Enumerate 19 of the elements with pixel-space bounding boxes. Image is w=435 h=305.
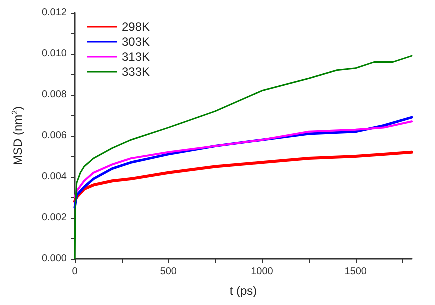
x-axis-title: t (ps)	[230, 284, 258, 298]
x-tick-label: 0	[72, 266, 78, 278]
y-tick-label: 0.002	[42, 212, 68, 224]
line-series	[74, 150, 414, 204]
y-tick-label: 0.010	[42, 48, 68, 60]
y-tick-label: 0.006	[42, 130, 68, 142]
y-axis-title: MSD (nm2)	[10, 106, 25, 166]
legend-label: 303K	[122, 35, 150, 49]
y-tick-label: 0.012	[42, 8, 68, 18]
legend-label: 298K	[122, 20, 150, 34]
x-tick-label: 1500	[344, 266, 368, 278]
y-tick-label: 0.008	[42, 90, 68, 100]
legend-label: 313K	[122, 50, 150, 64]
legend-label: 333K	[122, 65, 150, 79]
y-tick-label: 0.004	[42, 172, 68, 182]
x-tick-label: 500	[160, 266, 178, 278]
x-tick-label: 1000	[251, 266, 274, 278]
line-series	[74, 120, 413, 198]
y-tick-label: 0.000	[42, 254, 68, 264]
